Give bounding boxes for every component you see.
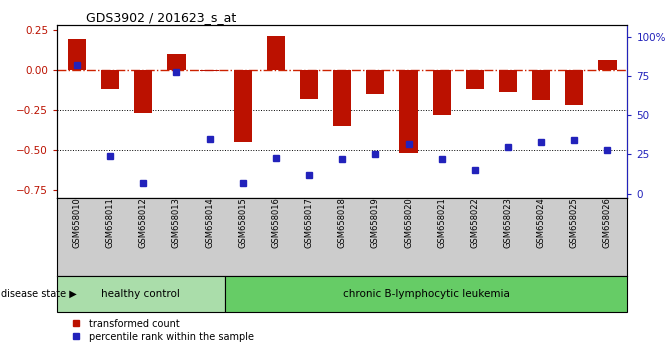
Legend: transformed count, percentile rank within the sample: transformed count, percentile rank withi…	[62, 315, 258, 346]
Bar	[499, 70, 517, 92]
Bar	[300, 70, 318, 99]
Bar	[134, 70, 152, 113]
Bar	[532, 70, 550, 100]
Bar	[565, 70, 584, 105]
Text: GDS3902 / 201623_s_at: GDS3902 / 201623_s_at	[86, 11, 236, 24]
Bar	[57, 276, 225, 312]
Bar	[433, 70, 451, 115]
Bar	[466, 70, 484, 89]
Bar	[101, 70, 119, 89]
Bar	[399, 70, 417, 153]
Bar	[333, 70, 352, 126]
Bar	[201, 70, 219, 72]
Bar	[267, 36, 285, 70]
Bar	[225, 276, 627, 312]
Text: healthy control: healthy control	[101, 289, 180, 299]
Bar	[68, 39, 86, 70]
Bar	[167, 54, 185, 70]
Text: disease state ▶: disease state ▶	[1, 289, 77, 299]
Text: chronic B-lymphocytic leukemia: chronic B-lymphocytic leukemia	[343, 289, 509, 299]
Bar	[234, 70, 252, 142]
Bar	[366, 70, 384, 94]
Bar	[599, 60, 617, 70]
